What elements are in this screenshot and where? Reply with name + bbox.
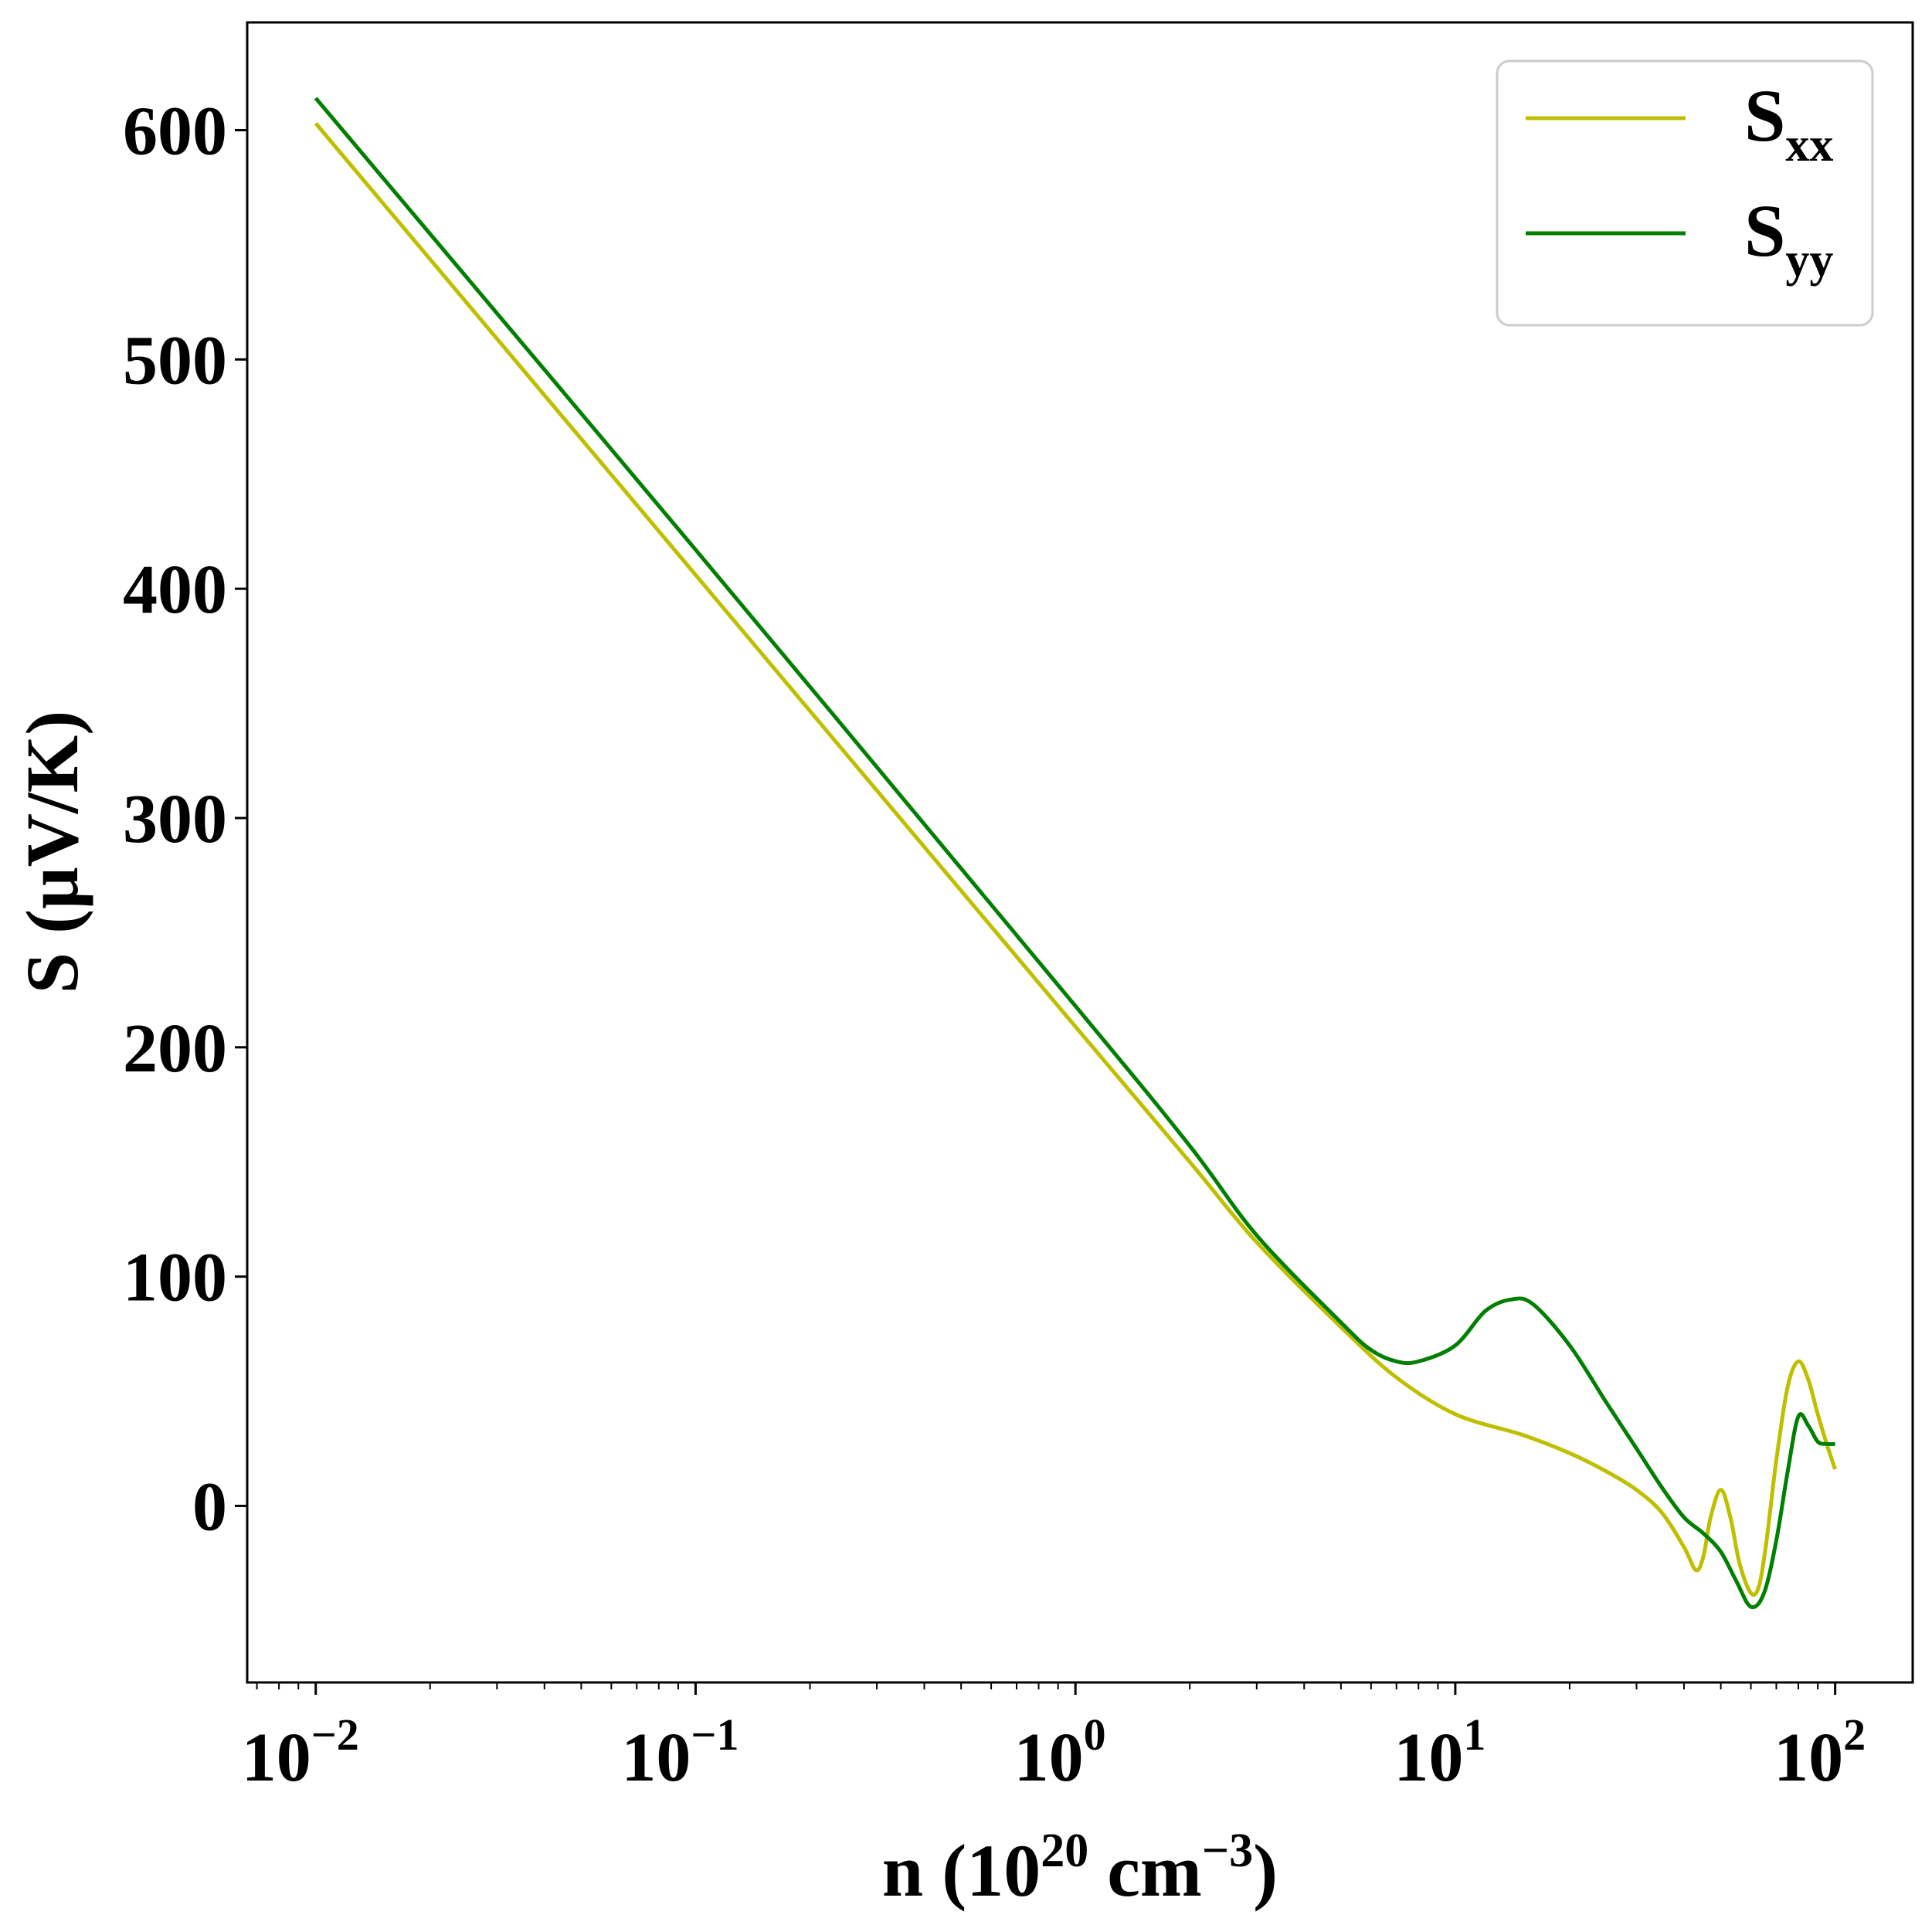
y-tick-label: 0 bbox=[192, 1468, 227, 1545]
series-line-yy bbox=[314, 97, 1835, 1610]
x-axis-ticks: 10−2 10−1 100 101 102 bbox=[242, 1682, 1866, 1796]
y-tick-label: 400 bbox=[123, 552, 227, 628]
x-tick-label: 102 bbox=[1774, 1709, 1866, 1796]
x-minor-ticks bbox=[256, 1682, 1819, 1689]
x-tick-label: 10−1 bbox=[621, 1709, 739, 1796]
y-axis-ticks: 0 100 200 300 400 500 600 bbox=[123, 93, 247, 1545]
y-tick-label: 500 bbox=[123, 322, 227, 399]
legend: Sxx Syy bbox=[1496, 59, 1874, 327]
y-tick-label: 300 bbox=[123, 781, 227, 857]
plot-frame bbox=[246, 21, 1914, 1684]
x-axis-label: n (1020 cm−3) bbox=[882, 1825, 1278, 1912]
legend-label-syy: Syy bbox=[1744, 189, 1833, 287]
series-line-xx bbox=[314, 121, 1837, 1597]
legend-box bbox=[1496, 59, 1874, 327]
y-tick-label: 600 bbox=[123, 93, 227, 170]
y-tick-label: 200 bbox=[123, 1010, 227, 1087]
x-tick-label: 10−2 bbox=[242, 1709, 359, 1796]
x-tick-label: 100 bbox=[1014, 1709, 1106, 1796]
legend-label-sxx: Sxx bbox=[1744, 74, 1833, 171]
y-tick-label: 100 bbox=[123, 1240, 227, 1316]
x-tick-label: 101 bbox=[1394, 1709, 1486, 1796]
y-axis-label: S (μV/K) bbox=[11, 711, 93, 993]
series-lines bbox=[314, 97, 1837, 1610]
